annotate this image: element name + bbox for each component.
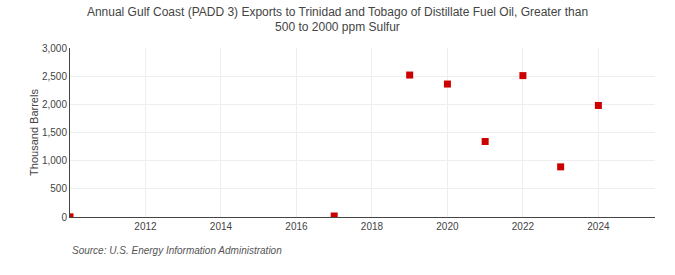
svg-text:Source: U.S. Energy Informatio: Source: U.S. Energy Information Administ… (72, 245, 282, 256)
svg-text:2,500: 2,500 (42, 71, 67, 82)
svg-text:500: 500 (50, 183, 67, 194)
svg-text:1,500: 1,500 (42, 127, 67, 138)
svg-text:1,000: 1,000 (42, 155, 67, 166)
svg-text:Annual Gulf Coast (PADD 3) Exp: Annual Gulf Coast (PADD 3) Exports to Tr… (87, 5, 588, 35)
svg-text:2,000: 2,000 (42, 99, 67, 110)
svg-text:2014: 2014 (210, 221, 233, 232)
svg-text:Thousand Barrels: Thousand Barrels (28, 89, 40, 176)
svg-text:3,000: 3,000 (42, 43, 67, 54)
svg-text:2016: 2016 (285, 221, 308, 232)
svg-text:0: 0 (61, 212, 67, 223)
svg-text:2022: 2022 (512, 221, 535, 232)
svg-text:2024: 2024 (587, 221, 610, 232)
svg-text:2020: 2020 (436, 221, 459, 232)
svg-text:2012: 2012 (134, 221, 157, 232)
svg-text:2018: 2018 (361, 221, 384, 232)
